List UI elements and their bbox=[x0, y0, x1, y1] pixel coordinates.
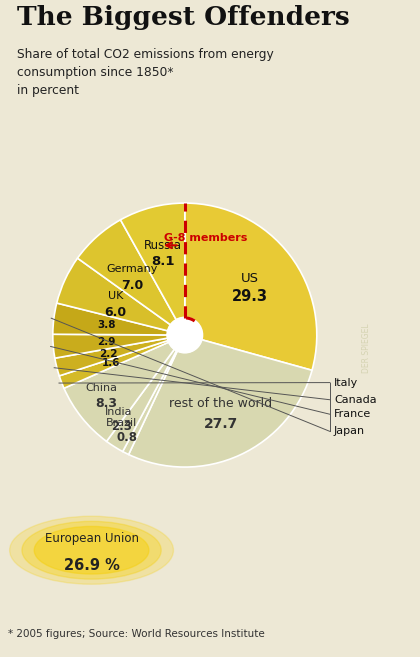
Wedge shape bbox=[78, 220, 176, 325]
Wedge shape bbox=[53, 303, 168, 335]
Text: 3.8: 3.8 bbox=[97, 320, 116, 330]
Text: 0.8: 0.8 bbox=[116, 431, 137, 444]
Wedge shape bbox=[55, 338, 168, 376]
Ellipse shape bbox=[22, 522, 161, 579]
Text: Germany: Germany bbox=[106, 264, 158, 275]
Text: Italy: Italy bbox=[334, 378, 358, 388]
Text: Brazil: Brazil bbox=[106, 418, 137, 428]
Text: European Union: European Union bbox=[45, 532, 139, 545]
Text: The Biggest Offenders: The Biggest Offenders bbox=[17, 5, 349, 30]
Wedge shape bbox=[107, 349, 177, 451]
Wedge shape bbox=[129, 340, 312, 467]
Text: Canada: Canada bbox=[334, 395, 377, 405]
Text: 6.0: 6.0 bbox=[104, 306, 126, 319]
Text: 2.2: 2.2 bbox=[99, 350, 117, 359]
Ellipse shape bbox=[34, 526, 149, 574]
Text: 27.7: 27.7 bbox=[203, 417, 238, 430]
Text: 26.9 %: 26.9 % bbox=[63, 558, 120, 573]
Text: India: India bbox=[105, 407, 132, 417]
Text: rest of the world: rest of the world bbox=[169, 397, 272, 411]
Wedge shape bbox=[123, 350, 178, 455]
Wedge shape bbox=[57, 258, 171, 331]
Text: 1.6: 1.6 bbox=[102, 358, 120, 369]
Text: 7.0: 7.0 bbox=[121, 279, 143, 292]
Text: G-8 members: G-8 members bbox=[164, 233, 247, 242]
Text: 2.3: 2.3 bbox=[111, 420, 132, 433]
Text: China: China bbox=[85, 383, 117, 393]
Text: Japan: Japan bbox=[334, 426, 365, 436]
Text: UK: UK bbox=[108, 291, 123, 302]
Text: 8.3: 8.3 bbox=[95, 397, 117, 410]
Text: France: France bbox=[334, 409, 371, 419]
Text: 2.9: 2.9 bbox=[97, 337, 115, 347]
Text: US: US bbox=[241, 273, 259, 285]
Text: Share of total CO2 emissions from energy
consumption since 1850*
in percent: Share of total CO2 emissions from energy… bbox=[17, 49, 273, 97]
Wedge shape bbox=[121, 203, 185, 320]
Circle shape bbox=[167, 317, 202, 353]
Wedge shape bbox=[53, 334, 168, 358]
Wedge shape bbox=[59, 340, 169, 388]
Wedge shape bbox=[64, 342, 175, 442]
Text: DER SPIEGEL: DER SPIEGEL bbox=[362, 323, 371, 373]
Text: Russia: Russia bbox=[144, 239, 182, 252]
Wedge shape bbox=[185, 203, 317, 371]
Ellipse shape bbox=[10, 516, 173, 584]
Text: * 2005 figures; Source: World Resources Institute: * 2005 figures; Source: World Resources … bbox=[8, 629, 265, 639]
Text: 29.3: 29.3 bbox=[232, 288, 268, 304]
Text: 8.1: 8.1 bbox=[152, 255, 175, 268]
